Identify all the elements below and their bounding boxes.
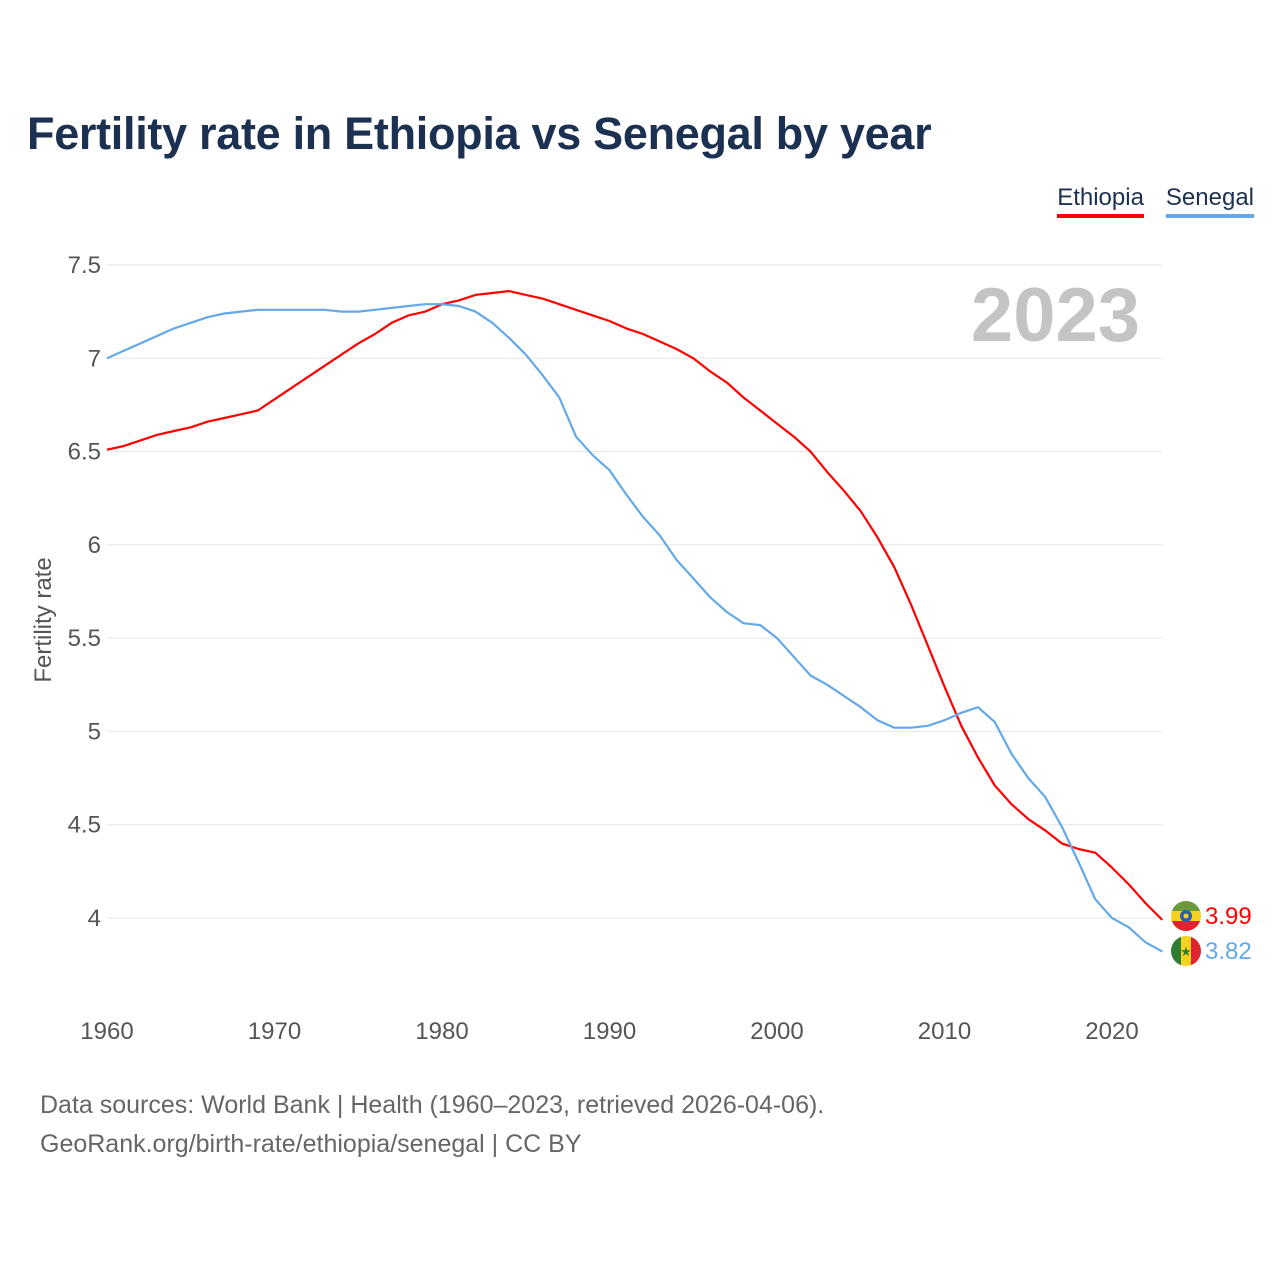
y-tick-label: 4.5 — [68, 812, 101, 839]
x-tick-label: 1970 — [248, 1018, 301, 1045]
series-layer — [106, 290, 1164, 953]
end-markers: ★ 3.99 3.82 — [1171, 901, 1252, 966]
svg-text:★: ★ — [1180, 944, 1192, 959]
ethiopia-flag-icon — [1171, 901, 1201, 931]
x-tick-label: 1980 — [415, 1018, 468, 1045]
x-tick-label: 1960 — [80, 1018, 133, 1045]
senegal-flag-icon: ★ — [1171, 936, 1201, 966]
series-line-senegal[interactable] — [106, 303, 1163, 953]
y-tick-label: 5.5 — [68, 625, 101, 652]
y-tick-label: 6 — [88, 532, 101, 559]
y-tick-label: 4 — [88, 905, 101, 932]
legend-item-senegal[interactable]: Senegal — [1165, 184, 1254, 218]
x-tick-label: 2020 — [1085, 1018, 1138, 1045]
x-tick-label: 2000 — [750, 1018, 803, 1045]
footer: Data sources: World Bank | Health (1960–… — [40, 1086, 824, 1164]
x-tick-label: 2010 — [918, 1018, 971, 1045]
y-tick-label: 5 — [88, 718, 101, 745]
y-tick-label: 7.5 — [68, 252, 101, 279]
legend: Ethiopia Senegal — [1057, 184, 1254, 218]
y-tick-label: 6.5 — [68, 439, 101, 466]
series-line-ethiopia[interactable] — [106, 290, 1164, 921]
x-axis: 1960 1970 1980 1990 2000 2010 2020 — [80, 1018, 1138, 1045]
chart-title: Fertility rate in Ethiopia vs Senegal by… — [27, 108, 932, 159]
x-tick-label: 1990 — [583, 1018, 636, 1045]
y-axis-label: Fertility rate — [30, 557, 57, 682]
current-year-label: 2023 — [971, 273, 1140, 358]
end-value-label-ethiopia: 3.99 — [1205, 903, 1252, 930]
legend-item-ethiopia[interactable]: Ethiopia — [1057, 184, 1144, 218]
y-tick-label: 7 — [88, 345, 101, 372]
grid-layer — [107, 264, 1162, 919]
end-value-label-senegal: 3.82 — [1205, 938, 1252, 965]
footer-source: Data sources: World Bank | Health (1960–… — [40, 1091, 825, 1119]
line-chart: 2023 4 4.5 5 5.5 6 6.5 7 7.5 1960 1970 1980 1990 20… — [30, 252, 1252, 1045]
footer-attribution[interactable]: GeoRank.org/birth-rate/ethiopia/senegal … — [40, 1130, 582, 1158]
y-axis: 4 4.5 5 5.5 6 6.5 7 7.5 — [68, 252, 101, 932]
